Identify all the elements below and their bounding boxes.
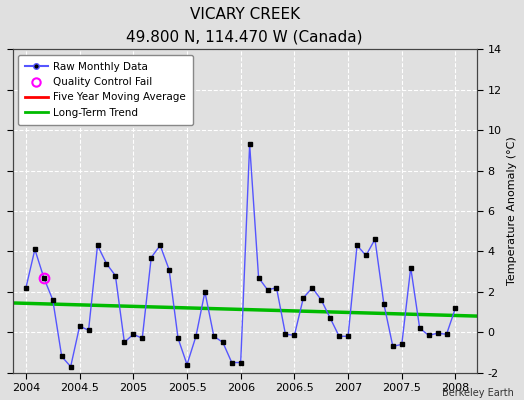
Legend: Raw Monthly Data, Quality Control Fail, Five Year Moving Average, Long-Term Tren: Raw Monthly Data, Quality Control Fail, … [18, 55, 193, 125]
Text: Berkeley Earth: Berkeley Earth [442, 388, 514, 398]
Y-axis label: Temperature Anomaly (°C): Temperature Anomaly (°C) [507, 137, 517, 286]
Title: VICARY CREEK
49.800 N, 114.470 W (Canada): VICARY CREEK 49.800 N, 114.470 W (Canada… [126, 7, 363, 44]
